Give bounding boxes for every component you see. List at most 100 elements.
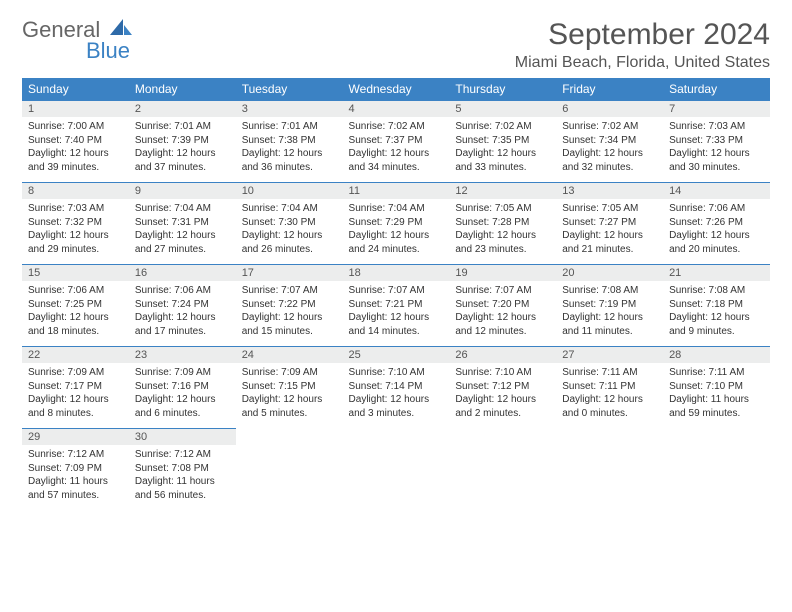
day-line-d1: Daylight: 12 hours [28, 229, 123, 243]
day-body: Sunrise: 7:02 AMSunset: 7:34 PMDaylight:… [556, 117, 663, 182]
day-number: 25 [343, 347, 450, 363]
day-line-d2: and 15 minutes. [242, 325, 337, 339]
day-line-sr: Sunrise: 7:09 AM [242, 366, 337, 380]
title-block: September 2024 Miami Beach, Florida, Uni… [515, 18, 770, 72]
day-line-sr: Sunrise: 7:12 AM [135, 448, 230, 462]
calendar-day-cell: 29Sunrise: 7:12 AMSunset: 7:09 PMDayligh… [22, 429, 129, 511]
day-line-ss: Sunset: 7:15 PM [242, 380, 337, 394]
day-line-sr: Sunrise: 7:02 AM [562, 120, 657, 134]
weekday-header: Monday [129, 78, 236, 101]
day-line-d1: Daylight: 11 hours [669, 393, 764, 407]
day-number: 23 [129, 347, 236, 363]
day-number: 21 [663, 265, 770, 281]
day-body: Sunrise: 7:09 AMSunset: 7:16 PMDaylight:… [129, 363, 236, 428]
day-body: Sunrise: 7:06 AMSunset: 7:26 PMDaylight:… [663, 199, 770, 264]
day-line-d1: Daylight: 12 hours [349, 393, 444, 407]
day-line-d2: and 0 minutes. [562, 407, 657, 421]
calendar-body: 1Sunrise: 7:00 AMSunset: 7:40 PMDaylight… [22, 101, 770, 511]
day-line-d2: and 2 minutes. [455, 407, 550, 421]
day-line-ss: Sunset: 7:25 PM [28, 298, 123, 312]
day-number: 5 [449, 101, 556, 117]
day-line-sr: Sunrise: 7:05 AM [455, 202, 550, 216]
calendar-day-cell: 6Sunrise: 7:02 AMSunset: 7:34 PMDaylight… [556, 101, 663, 183]
day-number: 9 [129, 183, 236, 199]
weekday-header: Friday [556, 78, 663, 101]
day-body: Sunrise: 7:07 AMSunset: 7:22 PMDaylight:… [236, 281, 343, 346]
day-line-d2: and 59 minutes. [669, 407, 764, 421]
day-line-sr: Sunrise: 7:07 AM [242, 284, 337, 298]
day-number: 18 [343, 265, 450, 281]
day-line-ss: Sunset: 7:22 PM [242, 298, 337, 312]
day-line-d2: and 20 minutes. [669, 243, 764, 257]
day-number: 14 [663, 183, 770, 199]
day-body: Sunrise: 7:07 AMSunset: 7:21 PMDaylight:… [343, 281, 450, 346]
day-body: Sunrise: 7:08 AMSunset: 7:19 PMDaylight:… [556, 281, 663, 346]
day-number: 22 [22, 347, 129, 363]
calendar-day-cell: 3Sunrise: 7:01 AMSunset: 7:38 PMDaylight… [236, 101, 343, 183]
day-body: Sunrise: 7:12 AMSunset: 7:09 PMDaylight:… [22, 445, 129, 510]
day-line-sr: Sunrise: 7:10 AM [455, 366, 550, 380]
day-line-d1: Daylight: 11 hours [135, 475, 230, 489]
day-line-sr: Sunrise: 7:09 AM [28, 366, 123, 380]
day-body: Sunrise: 7:10 AMSunset: 7:12 PMDaylight:… [449, 363, 556, 428]
day-line-d1: Daylight: 12 hours [455, 147, 550, 161]
day-number: 16 [129, 265, 236, 281]
day-line-sr: Sunrise: 7:12 AM [28, 448, 123, 462]
day-line-d2: and 3 minutes. [349, 407, 444, 421]
day-line-ss: Sunset: 7:21 PM [349, 298, 444, 312]
day-line-d2: and 30 minutes. [669, 161, 764, 175]
calendar-day-cell: 21Sunrise: 7:08 AMSunset: 7:18 PMDayligh… [663, 265, 770, 347]
day-line-d2: and 39 minutes. [28, 161, 123, 175]
calendar-day-cell: 30Sunrise: 7:12 AMSunset: 7:08 PMDayligh… [129, 429, 236, 511]
day-line-d2: and 5 minutes. [242, 407, 337, 421]
day-line-sr: Sunrise: 7:10 AM [349, 366, 444, 380]
calendar-day-cell: .. [236, 429, 343, 511]
calendar-week-row: 22Sunrise: 7:09 AMSunset: 7:17 PMDayligh… [22, 347, 770, 429]
day-body: Sunrise: 7:07 AMSunset: 7:20 PMDaylight:… [449, 281, 556, 346]
day-line-ss: Sunset: 7:19 PM [562, 298, 657, 312]
day-line-d2: and 6 minutes. [135, 407, 230, 421]
calendar-day-cell: 12Sunrise: 7:05 AMSunset: 7:28 PMDayligh… [449, 183, 556, 265]
day-line-ss: Sunset: 7:12 PM [455, 380, 550, 394]
calendar-table: SundayMondayTuesdayWednesdayThursdayFrid… [22, 78, 770, 510]
weekday-header: Thursday [449, 78, 556, 101]
day-line-sr: Sunrise: 7:01 AM [242, 120, 337, 134]
day-line-d2: and 8 minutes. [28, 407, 123, 421]
calendar-day-cell: 23Sunrise: 7:09 AMSunset: 7:16 PMDayligh… [129, 347, 236, 429]
day-body: Sunrise: 7:11 AMSunset: 7:10 PMDaylight:… [663, 363, 770, 428]
day-line-ss: Sunset: 7:30 PM [242, 216, 337, 230]
day-line-d1: Daylight: 12 hours [135, 393, 230, 407]
calendar-day-cell: 15Sunrise: 7:06 AMSunset: 7:25 PMDayligh… [22, 265, 129, 347]
day-line-d1: Daylight: 12 hours [135, 311, 230, 325]
day-line-ss: Sunset: 7:11 PM [562, 380, 657, 394]
day-line-sr: Sunrise: 7:04 AM [349, 202, 444, 216]
day-number: 17 [236, 265, 343, 281]
day-body: Sunrise: 7:09 AMSunset: 7:17 PMDaylight:… [22, 363, 129, 428]
calendar-day-cell: .. [449, 429, 556, 511]
day-line-ss: Sunset: 7:24 PM [135, 298, 230, 312]
day-body: Sunrise: 7:12 AMSunset: 7:08 PMDaylight:… [129, 445, 236, 510]
day-line-sr: Sunrise: 7:01 AM [135, 120, 230, 134]
day-line-d1: Daylight: 12 hours [28, 393, 123, 407]
day-line-ss: Sunset: 7:37 PM [349, 134, 444, 148]
day-body: Sunrise: 7:02 AMSunset: 7:37 PMDaylight:… [343, 117, 450, 182]
day-number: 24 [236, 347, 343, 363]
day-line-ss: Sunset: 7:18 PM [669, 298, 764, 312]
calendar-day-cell: 28Sunrise: 7:11 AMSunset: 7:10 PMDayligh… [663, 347, 770, 429]
day-line-ss: Sunset: 7:31 PM [135, 216, 230, 230]
day-line-ss: Sunset: 7:16 PM [135, 380, 230, 394]
day-line-sr: Sunrise: 7:03 AM [28, 202, 123, 216]
day-line-d1: Daylight: 12 hours [135, 147, 230, 161]
day-line-d1: Daylight: 12 hours [562, 393, 657, 407]
day-line-d1: Daylight: 12 hours [135, 229, 230, 243]
day-number: 20 [556, 265, 663, 281]
calendar-week-row: 1Sunrise: 7:00 AMSunset: 7:40 PMDaylight… [22, 101, 770, 183]
day-body: Sunrise: 7:04 AMSunset: 7:29 PMDaylight:… [343, 199, 450, 264]
day-number: 3 [236, 101, 343, 117]
day-line-ss: Sunset: 7:26 PM [669, 216, 764, 230]
calendar-day-cell: 1Sunrise: 7:00 AMSunset: 7:40 PMDaylight… [22, 101, 129, 183]
day-line-d2: and 24 minutes. [349, 243, 444, 257]
weekday-header-row: SundayMondayTuesdayWednesdayThursdayFrid… [22, 78, 770, 101]
day-line-d1: Daylight: 12 hours [669, 311, 764, 325]
day-line-ss: Sunset: 7:08 PM [135, 462, 230, 476]
